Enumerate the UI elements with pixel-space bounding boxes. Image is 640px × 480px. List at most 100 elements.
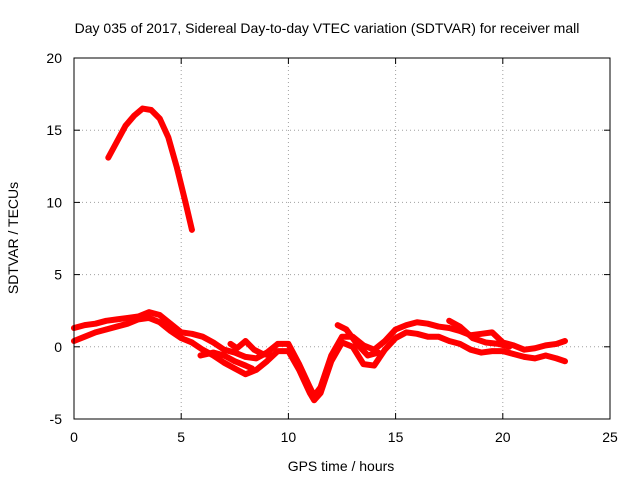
- x-axis-label: GPS time / hours: [288, 458, 395, 474]
- data-point: [382, 346, 388, 353]
- data-point: [403, 322, 410, 328]
- data-point: [165, 134, 172, 141]
- data-point: [364, 352, 371, 359]
- data-point: [103, 326, 109, 333]
- data-point: [489, 329, 495, 336]
- data-point: [124, 320, 131, 327]
- x-tick-label: 20: [495, 429, 511, 445]
- data-point: [92, 320, 99, 327]
- data-point: [174, 164, 180, 171]
- data-point: [414, 319, 420, 326]
- data-point: [81, 333, 88, 340]
- data-point: [467, 346, 474, 353]
- data-point: [227, 341, 234, 347]
- data-point: [414, 331, 420, 337]
- data-point: [478, 331, 485, 337]
- data-point: [553, 355, 560, 362]
- data-point: [285, 341, 292, 347]
- data-point: [167, 320, 174, 327]
- data-point: [122, 123, 129, 129]
- data-point: [334, 322, 341, 328]
- data-point: [562, 358, 568, 365]
- data-point: [354, 341, 360, 347]
- data-point: [506, 344, 513, 350]
- data-point: [189, 331, 195, 337]
- data-point: [317, 390, 324, 396]
- y-tick-label: 20: [46, 50, 62, 66]
- data-point: [403, 329, 410, 336]
- data-point: [242, 371, 249, 378]
- data-point: [146, 315, 152, 321]
- data-point: [435, 323, 442, 330]
- data-point: [274, 341, 281, 347]
- data-point: [167, 328, 174, 334]
- data-point: [532, 345, 538, 352]
- data-point: [510, 351, 517, 357]
- data-point: [221, 359, 227, 366]
- chart-title: Day 035 of 2017, Sidereal Day-to-day VTE…: [75, 20, 580, 36]
- series-band-lower: [71, 314, 568, 404]
- data-point: [232, 358, 238, 365]
- data-point: [105, 154, 112, 161]
- data-point: [232, 349, 238, 356]
- data-point: [435, 333, 442, 340]
- data-point: [562, 338, 568, 344]
- y-tick-label: 15: [46, 122, 62, 138]
- data-point: [521, 346, 528, 353]
- data-point: [259, 351, 266, 357]
- data-point: [521, 354, 528, 360]
- plot-frame: [73, 57, 611, 420]
- data-point: [146, 309, 152, 315]
- x-tick-label: 5: [177, 429, 185, 445]
- series-line: [105, 105, 195, 233]
- data-point: [242, 338, 249, 344]
- series-arc-high: [105, 105, 195, 233]
- data-point: [382, 338, 388, 344]
- series-band-upper: [71, 309, 568, 399]
- data-point: [242, 362, 249, 369]
- data-point: [210, 349, 217, 356]
- data-point: [371, 362, 377, 369]
- data-point: [199, 333, 206, 340]
- data-point: [131, 112, 137, 119]
- data-point: [253, 355, 260, 362]
- data-point: [182, 199, 189, 206]
- series-segment-a: [197, 349, 255, 372]
- data-point: [135, 316, 142, 323]
- y-tick-label: 0: [54, 339, 62, 355]
- data-point: [424, 333, 431, 340]
- data-point: [495, 341, 502, 347]
- data-point: [156, 115, 163, 122]
- data-point: [349, 344, 356, 350]
- data-point: [148, 107, 154, 113]
- x-tick-label: 15: [388, 429, 404, 445]
- data-point: [197, 352, 204, 359]
- x-tick-label: 25: [602, 429, 618, 445]
- data-point: [457, 341, 463, 347]
- data-point: [339, 339, 345, 346]
- data-point: [156, 319, 163, 326]
- data-point: [446, 338, 453, 344]
- series-segment-b: [227, 338, 275, 359]
- data-point: [343, 326, 350, 333]
- data-point: [232, 365, 238, 372]
- data-point: [457, 323, 463, 330]
- data-point: [242, 354, 249, 360]
- data-point: [553, 341, 560, 347]
- data-point: [139, 105, 146, 112]
- data-point: [103, 318, 109, 324]
- series-segment-d: [446, 317, 513, 350]
- data-point: [542, 342, 549, 349]
- data-point: [264, 358, 270, 365]
- data-point: [114, 316, 120, 323]
- y-axis-label: SDTVAR / TECUs: [5, 182, 21, 294]
- data-point: [274, 348, 281, 354]
- data-point: [249, 365, 255, 372]
- data-point: [189, 339, 195, 346]
- data-point: [189, 227, 195, 233]
- data-point: [469, 335, 476, 341]
- data-point: [124, 315, 131, 321]
- data-point: [114, 323, 120, 330]
- data-point: [446, 318, 453, 324]
